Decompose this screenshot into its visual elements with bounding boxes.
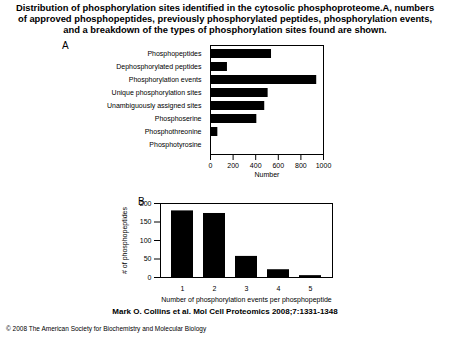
svg-text:5: 5 [309,285,313,292]
svg-text:800: 800 [295,162,307,169]
svg-text:3: 3 [245,285,249,292]
svg-text:Phosphothreonine: Phosphothreonine [145,128,202,136]
svg-text:Phosphotyrosine: Phosphotyrosine [149,141,201,149]
svg-text:Unique phosphorylation sites: Unique phosphorylation sites [112,89,202,97]
svg-text:100: 100 [140,237,152,244]
svg-text:150: 150 [140,218,152,225]
svg-text:Dephosphorylated peptides: Dephosphorylated peptides [116,63,202,71]
svg-text:1: 1 [181,285,185,292]
svg-text:# of phosphopeptides: # of phosphopeptides [121,207,129,274]
svg-text:Phosphorylation events: Phosphorylation events [129,76,202,84]
svg-text:600: 600 [272,162,284,169]
svg-text:Phosphoserine: Phosphoserine [155,115,202,123]
svg-text:400: 400 [250,162,262,169]
svg-text:2: 2 [213,285,217,292]
svg-text:Number: Number [255,171,281,178]
svg-text:1000: 1000 [316,162,332,169]
svg-text:Unambiguously assigned sites: Unambiguously assigned sites [107,102,202,110]
svg-text:0: 0 [148,274,152,281]
svg-text:4: 4 [277,285,281,292]
svg-text:200: 200 [227,162,239,169]
svg-text:0: 0 [209,162,213,169]
svg-text:50: 50 [144,255,152,262]
svg-text:Phosphopeptides: Phosphopeptides [147,50,202,58]
svg-text:Number of phosphorylation even: Number of phosphorylation events per pho… [161,296,332,304]
